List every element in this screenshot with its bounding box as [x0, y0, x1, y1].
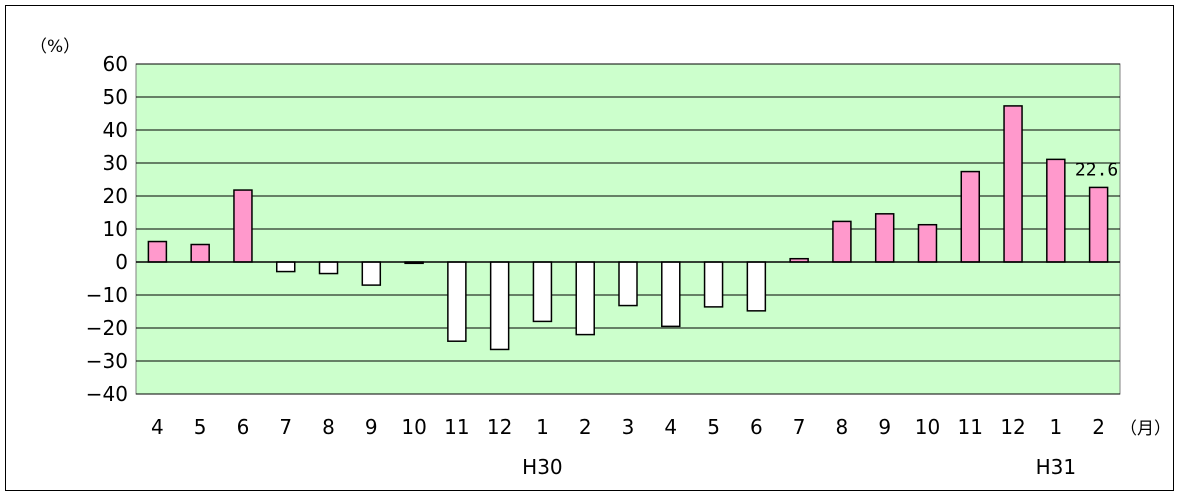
y-axis-tick-labels: 60 50 40 30 20 10 0 −10 −20 −30 −40 — [86, 52, 128, 406]
bar — [575, 261, 595, 336]
x-tick-label: 11 — [444, 415, 469, 439]
y-tick-label: 50 — [103, 85, 128, 109]
bar — [618, 261, 638, 307]
bar — [661, 261, 681, 328]
bar — [447, 261, 467, 342]
x-axis-tick-labels: 4 5 6 7 8 9 10 11 12 1 2 3 4 5 6 7 8 9 10 11 12 1 2 — [151, 415, 1105, 439]
bar — [960, 170, 981, 263]
bar — [1046, 158, 1066, 263]
x-tick-label: 12 — [1000, 415, 1025, 439]
x-tick-label: 10 — [401, 415, 426, 439]
x-tick-label: 8 — [322, 415, 335, 439]
bar — [1003, 105, 1023, 263]
y-tick-label: 10 — [103, 217, 128, 241]
x-tick-label: 4 — [151, 415, 164, 439]
y-tick-label: 20 — [103, 184, 128, 208]
x-tick-label: 7 — [279, 415, 292, 439]
x-tick-label: 6 — [750, 415, 763, 439]
x-tick-label: 2 — [1092, 415, 1105, 439]
y-tick-label: 40 — [103, 118, 128, 142]
y-tick-label: −40 — [86, 382, 128, 406]
x-tick-label: 2 — [579, 415, 592, 439]
bar — [832, 220, 852, 263]
x-tick-label: 1 — [536, 415, 549, 439]
y-tick-label: −10 — [86, 283, 128, 307]
bar — [361, 261, 382, 286]
x-tick-label: 5 — [194, 415, 207, 439]
bar — [746, 261, 767, 312]
x-tick-label: 9 — [365, 415, 378, 439]
x-tick-label: 3 — [622, 415, 635, 439]
y-tick-label: 0 — [115, 250, 128, 274]
y-tick-label: −30 — [86, 349, 128, 373]
x-tick-label: 8 — [836, 415, 849, 439]
bars — [147, 105, 1109, 351]
year-group-label: H31 — [1036, 455, 1077, 479]
y-tick-label: −20 — [86, 316, 128, 340]
bar — [233, 189, 253, 263]
bar — [147, 240, 168, 263]
year-group-label: H30 — [522, 455, 563, 479]
x-axis-unit-label: （月） — [1120, 419, 1171, 439]
x-tick-label: 4 — [664, 415, 677, 439]
x-tick-label: 5 — [707, 415, 720, 439]
x-tick-label: 9 — [878, 415, 891, 439]
x-tick-label: 7 — [793, 415, 806, 439]
x-tick-label: 6 — [237, 415, 250, 439]
bar — [917, 223, 938, 263]
bar — [703, 261, 724, 308]
bar — [874, 213, 895, 263]
bar — [190, 243, 210, 263]
bar — [275, 261, 296, 273]
bar — [532, 261, 553, 323]
y-tick-label: 30 — [103, 151, 128, 175]
x-tick-label: 11 — [958, 415, 983, 439]
x-tick-label: 10 — [915, 415, 940, 439]
bar — [489, 261, 510, 351]
x-tick-label: 12 — [487, 415, 512, 439]
y-axis-unit-label: （%） — [30, 37, 80, 57]
x-tick-label: 1 — [1049, 415, 1062, 439]
data-label: 22.6 — [1075, 159, 1118, 180]
bar — [318, 261, 339, 275]
gridlines — [136, 63, 1120, 395]
year-group-labels: H30 H31 — [522, 455, 1076, 479]
bar — [1088, 186, 1109, 263]
data-labels: 22.6 — [1075, 159, 1118, 180]
y-tick-label: 60 — [103, 52, 128, 76]
